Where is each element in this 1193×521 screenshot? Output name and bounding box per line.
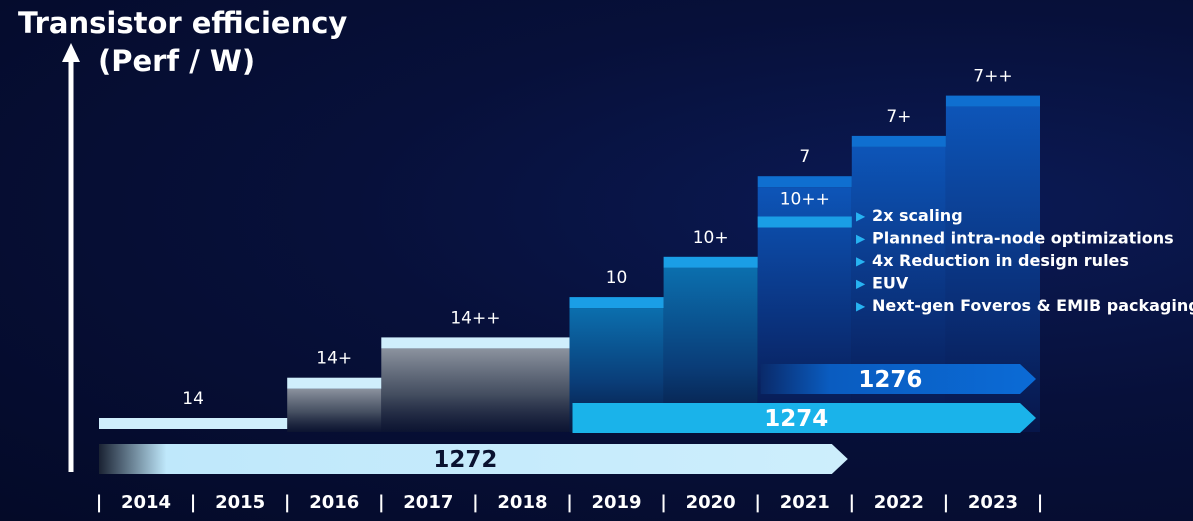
x-tick-label-2021: 2021 bbox=[780, 492, 830, 513]
node-label-10: 10 bbox=[606, 268, 628, 288]
process-bar-1274 bbox=[572, 403, 1036, 433]
annotation-text: Planned intra-node optimizations bbox=[872, 229, 1174, 248]
chart-title-line-2: (Perf / W) bbox=[98, 44, 256, 78]
annotation-bullet-icon: ▶ bbox=[856, 254, 866, 268]
axis-separator: | bbox=[190, 492, 197, 513]
x-tick-label-2022: 2022 bbox=[874, 492, 924, 513]
x-tick-label-2023: 2023 bbox=[968, 492, 1018, 513]
axis-separator: | bbox=[660, 492, 667, 513]
node-stack-14+ bbox=[287, 388, 382, 432]
process-bar-label-1276: 1276 bbox=[858, 367, 922, 393]
axis-separator: | bbox=[284, 492, 291, 513]
node-label-14+: 14+ bbox=[316, 349, 352, 369]
node-cap-10 bbox=[569, 297, 664, 309]
axis-separator: | bbox=[849, 492, 856, 513]
node-cap-14++ bbox=[381, 337, 570, 349]
node-cap-7+ bbox=[851, 135, 946, 147]
x-tick-label-2017: 2017 bbox=[403, 492, 453, 513]
process-bars: 1272 1274 1276 bbox=[99, 364, 1036, 474]
node-labels: 14 14+ 14++ 10 10+ 10++ 7 7+ 7++ bbox=[182, 67, 1012, 409]
axis-separator: | bbox=[1037, 492, 1044, 513]
x-tick-label-2018: 2018 bbox=[497, 492, 547, 513]
annotation-text: 4x Reduction in design rules bbox=[872, 251, 1129, 270]
node-label-7: 7 bbox=[799, 147, 810, 167]
annotation-bullet-icon: ▶ bbox=[856, 232, 866, 246]
process-bar-label-1274: 1274 bbox=[764, 406, 828, 432]
node-label-7+: 7+ bbox=[886, 107, 911, 127]
annotation-bullet-icon: ▶ bbox=[856, 209, 866, 223]
node-label-7++: 7++ bbox=[973, 67, 1012, 87]
node-cap-14 bbox=[99, 418, 288, 429]
annotation-bullet-icon: ▶ bbox=[856, 277, 866, 291]
axis-separator: | bbox=[378, 492, 385, 513]
annotation-bullet-icon: ▶ bbox=[856, 299, 866, 313]
x-tick-label-2019: 2019 bbox=[591, 492, 641, 513]
annotations: ▶ 2x scaling ▶ Planned intra-node optimizat… bbox=[856, 206, 1193, 315]
annotation-text: Next-gen Foveros & EMIB packaging bbox=[872, 296, 1193, 315]
axis-separator: | bbox=[943, 492, 950, 513]
x-tick-label-2015: 2015 bbox=[215, 492, 265, 513]
axis-separator: | bbox=[96, 492, 103, 513]
node-stack-14++ bbox=[381, 348, 570, 432]
axis-separator: | bbox=[472, 492, 479, 513]
node-label-14: 14 bbox=[182, 389, 204, 409]
process-bar-label-1272: 1272 bbox=[433, 447, 497, 473]
x-tick-label-2016: 2016 bbox=[309, 492, 359, 513]
annotation-text: EUV bbox=[872, 274, 909, 293]
x-axis: | | | | | | | | | | | 2014 2015 2016 2017 2018 2019 2020 2… bbox=[96, 492, 1044, 513]
axis-separator: | bbox=[566, 492, 573, 513]
axis-separator: | bbox=[754, 492, 761, 513]
node-cap-10++ bbox=[757, 216, 852, 228]
node-label-10+: 10+ bbox=[693, 228, 729, 248]
node-cap-14+ bbox=[287, 377, 382, 389]
annotation-text: 2x scaling bbox=[872, 206, 963, 225]
process-bar-1272 bbox=[99, 444, 848, 474]
x-tick-label-2014: 2014 bbox=[121, 492, 171, 513]
node-cap-10+ bbox=[663, 256, 758, 268]
node-label-10++: 10++ bbox=[780, 190, 830, 210]
node-label-14++: 14++ bbox=[450, 308, 500, 328]
chart-title-line-1: Transistor efficiency bbox=[18, 6, 348, 40]
node-cap-7 bbox=[757, 176, 852, 188]
y-axis-arrowhead bbox=[62, 43, 80, 62]
node-cap-7++ bbox=[945, 95, 1040, 107]
node-caps bbox=[99, 95, 1040, 429]
process-bar-1276 bbox=[760, 364, 1036, 394]
x-tick-label-2020: 2020 bbox=[686, 492, 736, 513]
